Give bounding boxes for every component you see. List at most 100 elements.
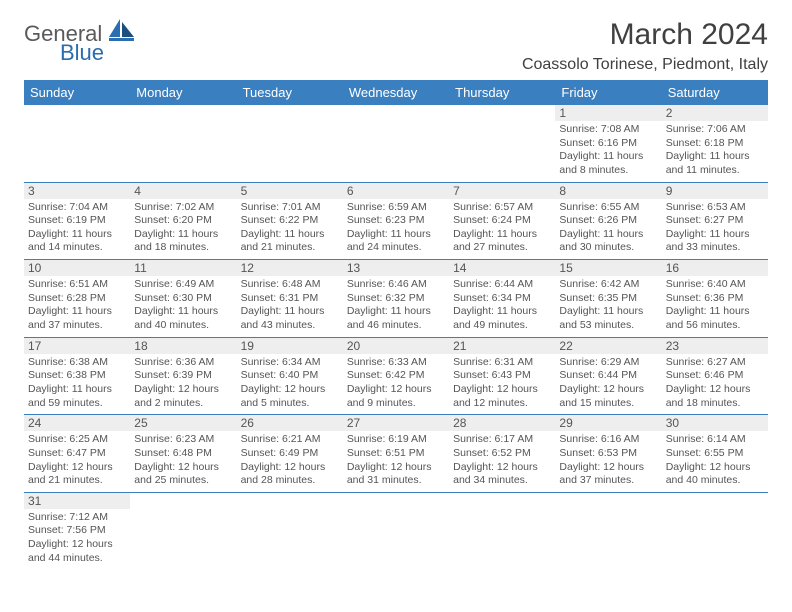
- calendar-cell: 24Sunrise: 6:25 AMSunset: 6:47 PMDayligh…: [24, 415, 130, 493]
- calendar-cell: 27Sunrise: 6:19 AMSunset: 6:51 PMDayligh…: [343, 415, 449, 493]
- daylight-line-2: and 53 minutes.: [559, 319, 657, 333]
- daylight-line-1: Daylight: 12 hours: [666, 461, 764, 475]
- calendar-row: 3Sunrise: 7:04 AMSunset: 6:19 PMDaylight…: [24, 182, 768, 260]
- daylight-line-2: and 14 minutes.: [28, 241, 126, 255]
- sunrise-line: Sunrise: 7:02 AM: [134, 201, 232, 215]
- daylight-line-1: Daylight: 11 hours: [559, 305, 657, 319]
- calendar-row: 17Sunrise: 6:38 AMSunset: 6:38 PMDayligh…: [24, 337, 768, 415]
- day-number: 7: [449, 183, 555, 199]
- daylight-line-1: Daylight: 12 hours: [241, 383, 339, 397]
- calendar-row: 10Sunrise: 6:51 AMSunset: 6:28 PMDayligh…: [24, 260, 768, 338]
- calendar-cell: 12Sunrise: 6:48 AMSunset: 6:31 PMDayligh…: [237, 260, 343, 338]
- day-body: Sunrise: 6:59 AMSunset: 6:23 PMDaylight:…: [343, 199, 449, 260]
- calendar-cell: 6Sunrise: 6:59 AMSunset: 6:23 PMDaylight…: [343, 182, 449, 260]
- day-body: Sunrise: 6:55 AMSunset: 6:26 PMDaylight:…: [555, 199, 661, 260]
- daylight-line-2: and 33 minutes.: [666, 241, 764, 255]
- calendar-cell: [449, 492, 555, 569]
- day-number: 3: [24, 183, 130, 199]
- day-number: 8: [555, 183, 661, 199]
- sunset-line: Sunset: 6:55 PM: [666, 447, 764, 461]
- daylight-line-2: and 44 minutes.: [28, 552, 126, 566]
- daylight-line-1: Daylight: 11 hours: [559, 228, 657, 242]
- day-body: Sunrise: 6:31 AMSunset: 6:43 PMDaylight:…: [449, 354, 555, 415]
- daylight-line-1: Daylight: 11 hours: [453, 228, 551, 242]
- calendar-cell: 31Sunrise: 7:12 AMSunset: 7:56 PMDayligh…: [24, 492, 130, 569]
- calendar-cell: 18Sunrise: 6:36 AMSunset: 6:39 PMDayligh…: [130, 337, 236, 415]
- day-body: Sunrise: 6:51 AMSunset: 6:28 PMDaylight:…: [24, 276, 130, 337]
- day-body: Sunrise: 6:36 AMSunset: 6:39 PMDaylight:…: [130, 354, 236, 415]
- daylight-line-2: and 49 minutes.: [453, 319, 551, 333]
- daylight-line-2: and 34 minutes.: [453, 474, 551, 488]
- day-body: Sunrise: 6:57 AMSunset: 6:24 PMDaylight:…: [449, 199, 555, 260]
- calendar-cell: 13Sunrise: 6:46 AMSunset: 6:32 PMDayligh…: [343, 260, 449, 338]
- sunrise-line: Sunrise: 6:53 AM: [666, 201, 764, 215]
- sunset-line: Sunset: 6:32 PM: [347, 292, 445, 306]
- day-body: Sunrise: 7:12 AMSunset: 7:56 PMDaylight:…: [24, 509, 130, 570]
- day-body: Sunrise: 6:42 AMSunset: 6:35 PMDaylight:…: [555, 276, 661, 337]
- calendar-cell: 17Sunrise: 6:38 AMSunset: 6:38 PMDayligh…: [24, 337, 130, 415]
- day-number: 16: [662, 260, 768, 276]
- daylight-line-2: and 46 minutes.: [347, 319, 445, 333]
- sunset-line: Sunset: 6:27 PM: [666, 214, 764, 228]
- day-body: Sunrise: 6:17 AMSunset: 6:52 PMDaylight:…: [449, 431, 555, 492]
- sunrise-line: Sunrise: 6:27 AM: [666, 356, 764, 370]
- daylight-line-1: Daylight: 11 hours: [347, 228, 445, 242]
- daylight-line-1: Daylight: 11 hours: [666, 150, 764, 164]
- sunrise-line: Sunrise: 7:08 AM: [559, 123, 657, 137]
- calendar-cell: 19Sunrise: 6:34 AMSunset: 6:40 PMDayligh…: [237, 337, 343, 415]
- day-body: Sunrise: 6:25 AMSunset: 6:47 PMDaylight:…: [24, 431, 130, 492]
- daylight-line-2: and 21 minutes.: [241, 241, 339, 255]
- calendar-cell: 4Sunrise: 7:02 AMSunset: 6:20 PMDaylight…: [130, 182, 236, 260]
- day-number: 14: [449, 260, 555, 276]
- daylight-line-1: Daylight: 11 hours: [28, 305, 126, 319]
- daylight-line-1: Daylight: 11 hours: [241, 228, 339, 242]
- sunrise-line: Sunrise: 6:44 AM: [453, 278, 551, 292]
- day-header: Monday: [130, 80, 236, 105]
- daylight-line-1: Daylight: 12 hours: [453, 383, 551, 397]
- sunrise-line: Sunrise: 7:06 AM: [666, 123, 764, 137]
- day-number: 25: [130, 415, 236, 431]
- day-body: Sunrise: 6:34 AMSunset: 6:40 PMDaylight:…: [237, 354, 343, 415]
- day-number: 24: [24, 415, 130, 431]
- daylight-line-2: and 37 minutes.: [28, 319, 126, 333]
- day-body: Sunrise: 6:53 AMSunset: 6:27 PMDaylight:…: [662, 199, 768, 260]
- daylight-line-1: Daylight: 11 hours: [134, 228, 232, 242]
- calendar-table: Sunday Monday Tuesday Wednesday Thursday…: [24, 80, 768, 569]
- logo: General Blue: [24, 18, 135, 64]
- daylight-line-1: Daylight: 12 hours: [134, 461, 232, 475]
- calendar-cell: 11Sunrise: 6:49 AMSunset: 6:30 PMDayligh…: [130, 260, 236, 338]
- sunset-line: Sunset: 6:31 PM: [241, 292, 339, 306]
- calendar-cell: 22Sunrise: 6:29 AMSunset: 6:44 PMDayligh…: [555, 337, 661, 415]
- logo-sail-icon: [109, 19, 135, 41]
- sunrise-line: Sunrise: 6:23 AM: [134, 433, 232, 447]
- daylight-line-2: and 37 minutes.: [559, 474, 657, 488]
- sunset-line: Sunset: 6:51 PM: [347, 447, 445, 461]
- daylight-line-2: and 59 minutes.: [28, 397, 126, 411]
- sunset-line: Sunset: 6:26 PM: [559, 214, 657, 228]
- title-block: March 2024 Coassolo Torinese, Piedmont, …: [522, 18, 768, 74]
- sunset-line: Sunset: 6:22 PM: [241, 214, 339, 228]
- sunset-line: Sunset: 7:56 PM: [28, 524, 126, 538]
- sunset-line: Sunset: 6:19 PM: [28, 214, 126, 228]
- sunset-line: Sunset: 6:38 PM: [28, 369, 126, 383]
- day-number: 5: [237, 183, 343, 199]
- calendar-cell: 8Sunrise: 6:55 AMSunset: 6:26 PMDaylight…: [555, 182, 661, 260]
- daylight-line-1: Daylight: 11 hours: [666, 305, 764, 319]
- day-number: 2: [662, 105, 768, 121]
- day-number: 30: [662, 415, 768, 431]
- daylight-line-1: Daylight: 11 hours: [453, 305, 551, 319]
- sunset-line: Sunset: 6:48 PM: [134, 447, 232, 461]
- calendar-cell: [237, 492, 343, 569]
- daylight-line-2: and 8 minutes.: [559, 164, 657, 178]
- daylight-line-2: and 28 minutes.: [241, 474, 339, 488]
- calendar-row: 1Sunrise: 7:08 AMSunset: 6:16 PMDaylight…: [24, 105, 768, 182]
- day-header-row: Sunday Monday Tuesday Wednesday Thursday…: [24, 80, 768, 105]
- daylight-line-1: Daylight: 11 hours: [134, 305, 232, 319]
- sunrise-line: Sunrise: 6:25 AM: [28, 433, 126, 447]
- daylight-line-1: Daylight: 11 hours: [347, 305, 445, 319]
- sunrise-line: Sunrise: 6:21 AM: [241, 433, 339, 447]
- day-header: Sunday: [24, 80, 130, 105]
- sunset-line: Sunset: 6:20 PM: [134, 214, 232, 228]
- calendar-cell: 16Sunrise: 6:40 AMSunset: 6:36 PMDayligh…: [662, 260, 768, 338]
- sunset-line: Sunset: 6:28 PM: [28, 292, 126, 306]
